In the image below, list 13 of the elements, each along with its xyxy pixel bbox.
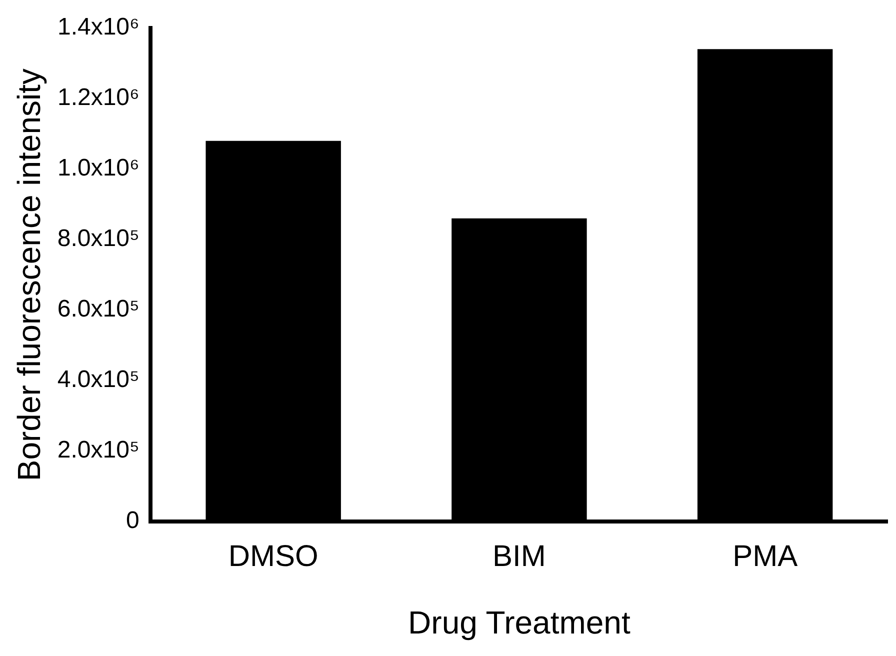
y-tick-label: 2.0x10⁵ [57,436,140,464]
x-tick-label: PMA [732,540,798,573]
y-tick-label: 4.0x10⁵ [57,366,140,394]
y-tick-label: 1.4x10⁶ [57,14,140,41]
y-tick-label: 8.0x10⁵ [57,225,140,252]
y-axis-title: Border fluorescence intensity [11,68,48,482]
y-tick-label: 1.0x10⁶ [57,154,140,182]
y-tick-label: 1.2x10⁶ [57,84,140,112]
x-tick-label: DMSO [228,540,318,573]
x-tick-label: BIM [492,540,546,573]
y-tick-label: 0 [126,507,140,534]
y-tick-label: 6.0x10⁵ [57,296,140,323]
x-axis-title: Drug Treatment [408,604,630,641]
